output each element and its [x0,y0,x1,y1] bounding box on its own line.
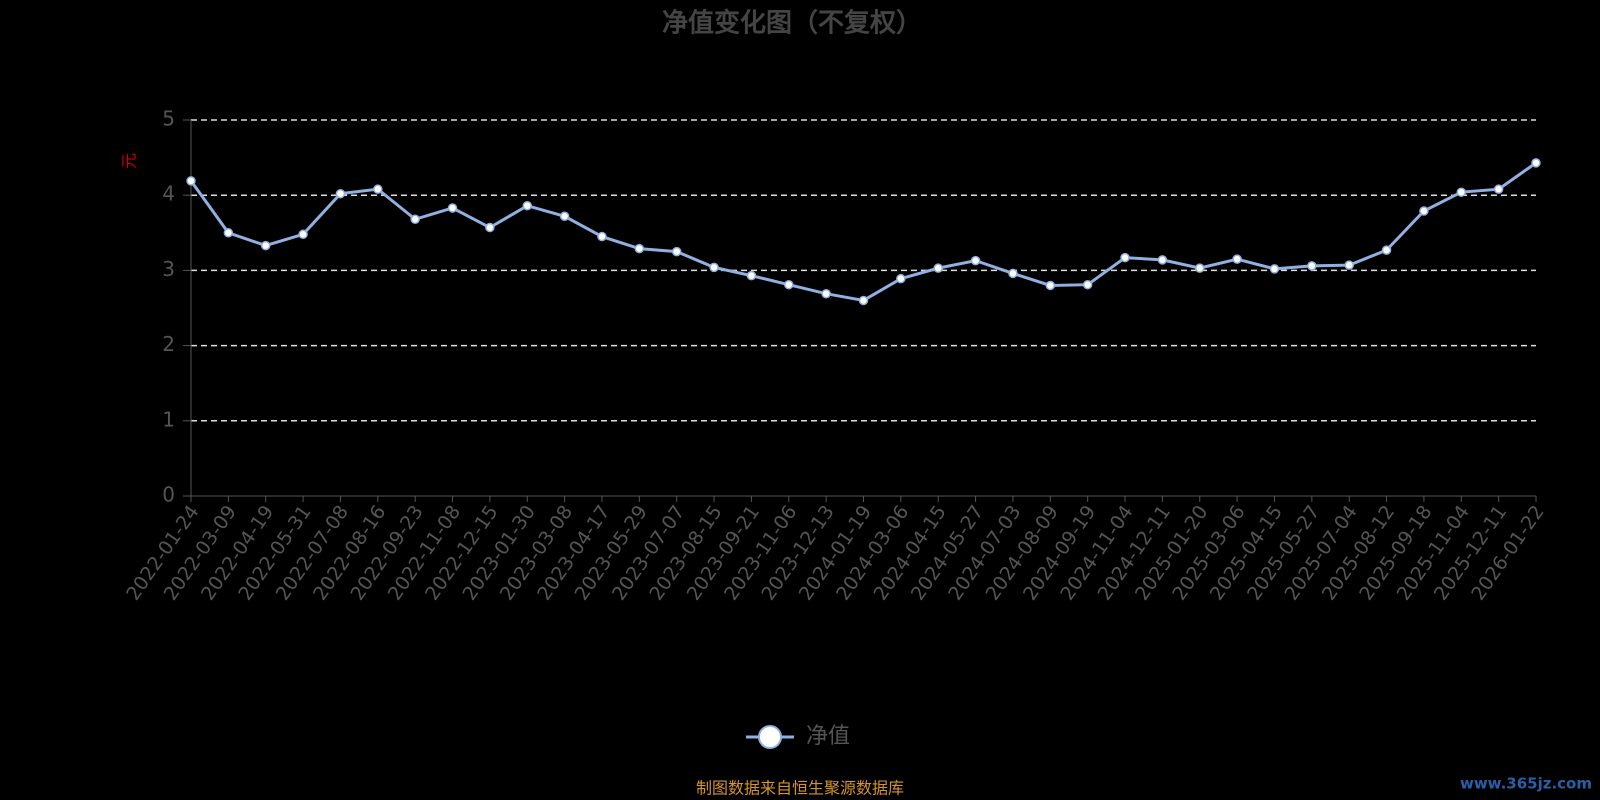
point [186,176,196,186]
chart-title: 净值变化图（不复权） [662,8,922,39]
point [1008,268,1018,279]
point [746,270,757,281]
source-note: 制图数据来自恒生聚源数据库 [696,779,904,798]
point [373,184,383,194]
point [1269,264,1280,274]
point [1344,260,1354,270]
point [970,255,981,266]
y-axis-label: 元 [120,153,139,169]
point [858,295,869,306]
point [597,231,607,242]
point [1120,252,1130,263]
point [522,200,532,211]
point [1232,254,1242,264]
point [709,262,719,273]
point [1157,255,1168,265]
point [1531,158,1541,168]
point [260,240,271,251]
y-tick-label: 3 [162,257,175,281]
point [1456,187,1467,197]
point [896,273,906,284]
legend-label: 净值 [806,724,850,749]
point [634,243,645,254]
point [410,214,420,225]
point [821,288,831,299]
y-tick-label: 1 [162,407,175,431]
y-tick-label: 5 [162,107,175,131]
point [1493,184,1504,194]
y-tick-label: 2 [162,332,175,356]
point [485,222,495,233]
point [559,211,570,222]
point [447,203,458,213]
y-tick-label: 0 [162,483,175,507]
point [298,229,308,240]
point [223,228,234,238]
point [784,279,794,290]
point [1307,261,1317,271]
point [933,263,943,273]
point [335,188,346,199]
point [1419,206,1429,216]
point [1045,280,1056,291]
point [1195,263,1205,273]
watermark: www.365jz.com [1460,775,1592,793]
point [1381,245,1392,255]
point [671,246,682,257]
legend-marker [758,725,782,749]
y-tick-label: 4 [162,182,175,206]
point [1082,279,1093,290]
